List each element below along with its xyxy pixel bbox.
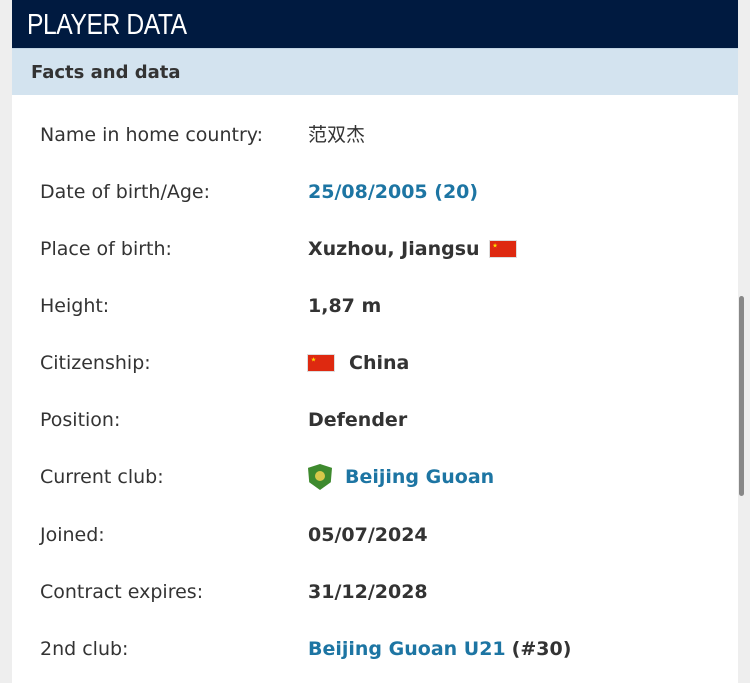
second-club-link[interactable]: Beijing Guoan U21 <box>308 638 506 660</box>
value-wrap: Beijing Guoan U21 (#30) <box>308 634 571 664</box>
scrollbar[interactable] <box>739 296 744 496</box>
label: Name in home country: <box>40 124 264 146</box>
label: Position: <box>40 409 121 431</box>
value: 31/12/2028 <box>308 581 428 603</box>
label: Current club: <box>40 466 164 488</box>
label: Place of birth: <box>40 238 172 260</box>
label: Contract expires: <box>40 581 204 603</box>
label: Joined: <box>40 524 105 546</box>
current-club-link[interactable]: Beijing Guoan <box>345 466 495 488</box>
value: 1,87 m <box>308 295 382 317</box>
value-wrap: China <box>308 348 409 378</box>
label: Height: <box>40 295 110 317</box>
value: 05/07/2024 <box>308 524 428 546</box>
dob-link[interactable]: 25/08/2005 (20) <box>308 181 479 203</box>
value: Xuzhou, Jiangsu <box>308 238 480 260</box>
section-title: Facts and data <box>12 48 738 95</box>
value: 范双杰 <box>308 124 366 146</box>
page-title: PLAYER DATA <box>12 0 738 48</box>
player-data-card: PLAYER DATA Facts and data Name in home … <box>12 0 738 683</box>
beijing-guoan-crest-icon[interactable] <box>308 464 332 490</box>
china-flag-icon <box>489 241 516 257</box>
value: China <box>349 352 410 374</box>
value-wrap: Xuzhou, Jiangsu <box>308 234 516 264</box>
page-title-text: PLAYER DATA <box>27 9 187 41</box>
china-flag-icon <box>308 355 334 371</box>
value: Defender <box>308 409 408 431</box>
label: 2nd club: <box>40 638 129 660</box>
shirt-number: (#30) <box>511 638 572 660</box>
label: Date of birth/Age: <box>40 181 210 203</box>
value-wrap: Beijing Guoan <box>308 462 494 492</box>
label: Citizenship: <box>40 352 151 374</box>
